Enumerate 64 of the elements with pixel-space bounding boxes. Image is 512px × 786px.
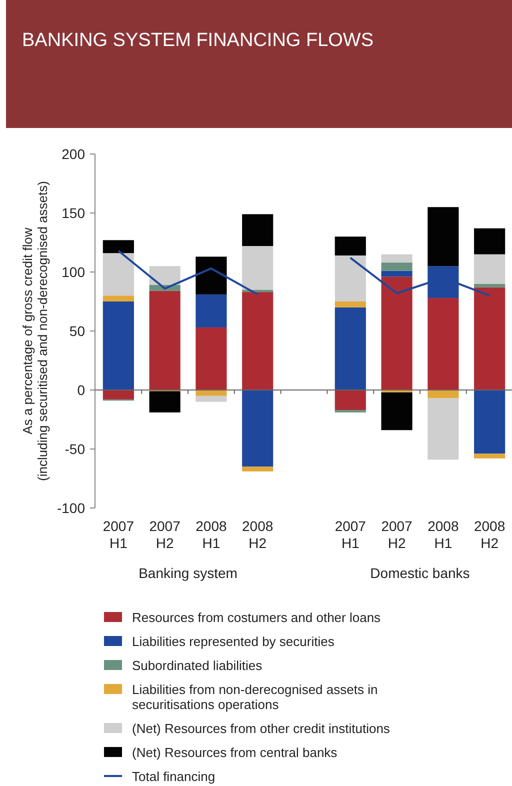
bar <box>334 302 366 308</box>
bar <box>334 255 366 302</box>
x-tick-label: 2007 H1 <box>102 518 134 551</box>
bar <box>474 254 506 284</box>
chart-title: BANKING SYSTEM FINANCING FLOWS <box>22 30 374 51</box>
bar <box>381 276 412 390</box>
bar <box>474 284 506 288</box>
bar <box>381 254 412 263</box>
bar <box>242 292 274 390</box>
bar <box>149 391 180 412</box>
y-tick-label: 0 <box>77 382 86 398</box>
bar <box>428 390 459 398</box>
bar <box>102 390 134 400</box>
y-tick-label: 50 <box>69 323 86 339</box>
x-tick-label: 2007 H2 <box>149 518 181 551</box>
bar <box>474 454 506 458</box>
bar <box>242 390 274 467</box>
bar <box>102 302 134 390</box>
bar <box>334 390 366 410</box>
bar <box>381 262 412 271</box>
bar <box>196 396 227 402</box>
legend-label: (Net) Resources from other credit institutions <box>132 721 390 736</box>
x-tick-label: 2008 H1 <box>428 518 459 551</box>
bar <box>196 256 227 294</box>
bar <box>196 390 227 396</box>
y-tick-label: 200 <box>62 146 86 162</box>
text: Banking system <box>138 565 238 581</box>
y-tick-label: -100 <box>56 500 86 516</box>
x-tick-label: 2008 H2 <box>474 518 506 551</box>
legend-label: Total financing <box>132 769 216 784</box>
bar <box>428 298 459 390</box>
bar <box>102 296 134 302</box>
legend-label: Resources from costumers and other loans <box>132 610 382 625</box>
text: Domestic banks <box>370 565 470 581</box>
bar <box>334 236 366 256</box>
bar <box>474 228 506 254</box>
bar <box>474 390 506 454</box>
bar <box>149 266 180 285</box>
x-tick-label: 2007 H1 <box>334 518 366 551</box>
bar <box>196 294 227 328</box>
x-tick-label: 2007 H2 <box>381 518 413 551</box>
x-tick-label: 2008 H1 <box>196 518 227 551</box>
y-tick-label: 100 <box>62 264 86 280</box>
legend-label: Liabilities from non-derecognised assets in securitisations operations <box>132 682 378 712</box>
legend-label: Liabilities represented by securities <box>132 634 335 649</box>
y-tick-label: -50 <box>64 441 86 457</box>
bar <box>428 207 459 266</box>
bar <box>196 327 227 390</box>
bar <box>428 398 459 460</box>
bar <box>242 246 274 290</box>
bar <box>474 287 506 390</box>
bar <box>381 270 412 277</box>
bar <box>102 240 134 254</box>
y-axis-title: As a percentage of gross credit flow (including securitised and non-derecognised assets) <box>20 181 50 481</box>
bar <box>149 290 180 390</box>
bar <box>242 214 274 246</box>
x-tick-label: 2008 H2 <box>242 518 274 551</box>
bar <box>242 466 274 472</box>
bar <box>334 307 366 390</box>
bar <box>102 253 134 296</box>
bar <box>381 392 412 430</box>
legend-label: Subordinated liabilities <box>132 658 263 673</box>
legend-label: (Net) Resources from central banks <box>132 745 338 760</box>
y-tick-label: 150 <box>62 205 86 221</box>
